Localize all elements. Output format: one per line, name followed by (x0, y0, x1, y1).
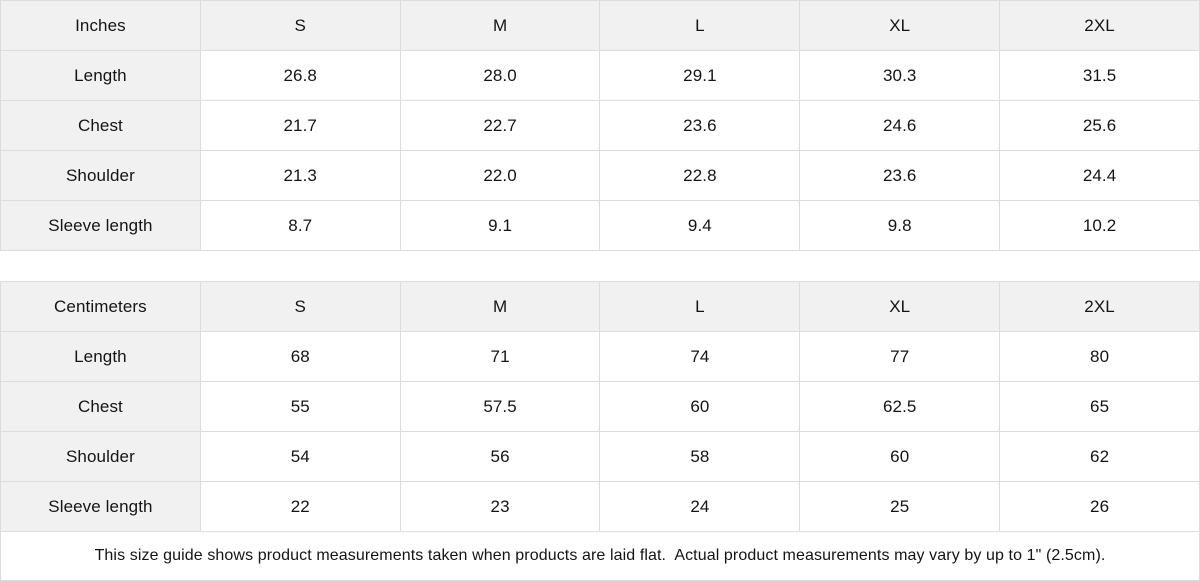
value-cell: 29.1 (599, 50, 801, 101)
value-cell: 60 (599, 381, 801, 432)
value-cell: 71 (399, 331, 601, 382)
value-cell: 24.4 (999, 150, 1200, 201)
table-gap-spacer (0, 251, 1200, 281)
value-cell: 80 (999, 331, 1200, 382)
value-cell: 9.8 (799, 200, 1001, 251)
table-row-chest: Chest 21.7 22.7 23.6 24.6 25.6 (0, 100, 1200, 151)
table-row-sleeve-length: Sleeve length 8.7 9.1 9.4 9.8 10.2 (0, 200, 1200, 251)
value-cell: 68 (199, 331, 401, 382)
value-cell: 24 (599, 481, 801, 532)
size-table-centimeters: Centimeters S M L XL 2XL Length 68 71 74… (0, 281, 1200, 532)
value-cell: 23 (399, 481, 601, 532)
value-cell: 30.3 (799, 50, 1001, 101)
size-header-2xl: 2XL (999, 281, 1200, 332)
value-cell: 10.2 (999, 200, 1200, 251)
value-cell: 8.7 (199, 200, 401, 251)
value-cell: 58 (599, 431, 801, 482)
value-cell: 22.7 (399, 100, 601, 151)
row-label: Sleeve length (0, 200, 201, 251)
table-row-chest: Chest 55 57.5 60 62.5 65 (0, 381, 1200, 432)
value-cell: 9.1 (399, 200, 601, 251)
row-label: Chest (0, 381, 201, 432)
row-label: Length (0, 331, 201, 382)
value-cell: 74 (599, 331, 801, 382)
value-cell: 57.5 (399, 381, 601, 432)
value-cell: 65 (999, 381, 1200, 432)
table-row-length: Length 26.8 28.0 29.1 30.3 31.5 (0, 50, 1200, 101)
row-label: Sleeve length (0, 481, 201, 532)
value-cell: 26 (999, 481, 1200, 532)
value-cell: 22.0 (399, 150, 601, 201)
table-row-shoulder: Shoulder 21.3 22.0 22.8 23.6 24.4 (0, 150, 1200, 201)
value-cell: 9.4 (599, 200, 801, 251)
size-header-s: S (199, 0, 401, 51)
table-row-length: Length 68 71 74 77 80 (0, 331, 1200, 382)
value-cell: 22 (199, 481, 401, 532)
value-cell: 31.5 (999, 50, 1200, 101)
value-cell: 60 (799, 431, 1001, 482)
table-header-row: Centimeters S M L XL 2XL (0, 281, 1200, 332)
value-cell: 28.0 (399, 50, 601, 101)
value-cell: 25 (799, 481, 1001, 532)
value-cell: 26.8 (199, 50, 401, 101)
table-row-sleeve-length: Sleeve length 22 23 24 25 26 (0, 481, 1200, 532)
size-header-l: L (599, 281, 801, 332)
value-cell: 24.6 (799, 100, 1001, 151)
size-header-s: S (199, 281, 401, 332)
value-cell: 56 (399, 431, 601, 482)
value-cell: 25.6 (999, 100, 1200, 151)
row-label: Shoulder (0, 431, 201, 482)
row-label: Shoulder (0, 150, 201, 201)
row-label: Length (0, 50, 201, 101)
value-cell: 54 (199, 431, 401, 482)
size-header-l: L (599, 0, 801, 51)
value-cell: 62 (999, 431, 1200, 482)
value-cell: 22.8 (599, 150, 801, 201)
value-cell: 55 (199, 381, 401, 432)
value-cell: 23.6 (599, 100, 801, 151)
value-cell: 21.7 (199, 100, 401, 151)
row-label: Chest (0, 100, 201, 151)
value-cell: 23.6 (799, 150, 1001, 201)
unit-header-inches: Inches (0, 0, 201, 51)
value-cell: 62.5 (799, 381, 1001, 432)
size-table-inches: Inches S M L XL 2XL Length 26.8 28.0 29.… (0, 0, 1200, 251)
size-header-xl: XL (799, 281, 1001, 332)
unit-header-centimeters: Centimeters (0, 281, 201, 332)
table-header-row: Inches S M L XL 2XL (0, 0, 1200, 51)
value-cell: 21.3 (199, 150, 401, 201)
size-header-xl: XL (799, 0, 1001, 51)
size-header-m: M (399, 281, 601, 332)
size-header-2xl: 2XL (999, 0, 1200, 51)
table-row-shoulder: Shoulder 54 56 58 60 62 (0, 431, 1200, 482)
value-cell: 77 (799, 331, 1001, 382)
size-guide-disclaimer: This size guide shows product measuremen… (0, 532, 1200, 581)
size-header-m: M (399, 0, 601, 51)
